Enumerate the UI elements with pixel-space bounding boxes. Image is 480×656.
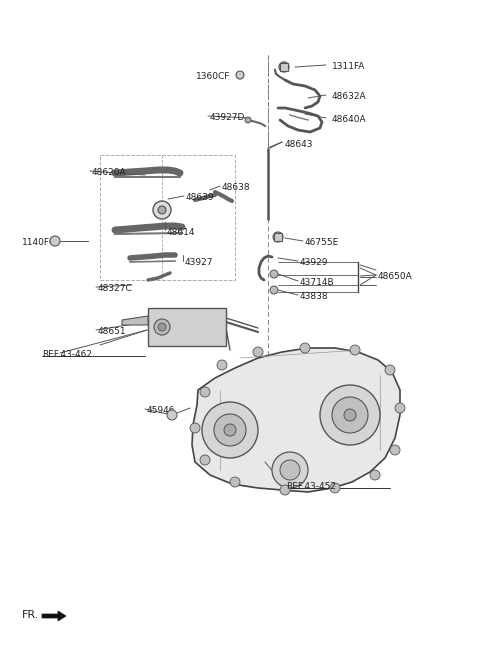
Text: FR.: FR.: [22, 610, 39, 620]
Text: 48620A: 48620A: [92, 168, 127, 177]
Circle shape: [320, 385, 380, 445]
Text: 43929: 43929: [300, 258, 328, 267]
Circle shape: [153, 201, 171, 219]
Circle shape: [273, 232, 283, 242]
Bar: [280, 63, 288, 71]
Circle shape: [330, 483, 340, 493]
Circle shape: [224, 424, 236, 436]
FancyBboxPatch shape: [148, 308, 226, 346]
Text: 48614: 48614: [167, 228, 195, 237]
Text: REF.43-452: REF.43-452: [286, 482, 336, 491]
Circle shape: [253, 347, 263, 357]
Circle shape: [390, 445, 400, 455]
Polygon shape: [122, 316, 148, 325]
Circle shape: [190, 423, 200, 433]
Text: 1360CF: 1360CF: [196, 72, 230, 81]
Circle shape: [279, 62, 289, 72]
Text: 48651: 48651: [98, 327, 127, 336]
Circle shape: [158, 323, 166, 331]
Text: REF.43-462: REF.43-462: [42, 350, 92, 359]
Circle shape: [385, 365, 395, 375]
Circle shape: [50, 236, 60, 246]
Circle shape: [154, 319, 170, 335]
Circle shape: [280, 485, 290, 495]
Text: 43714B: 43714B: [300, 278, 335, 287]
Text: 48638: 48638: [222, 183, 251, 192]
Circle shape: [158, 206, 166, 214]
Circle shape: [370, 470, 380, 480]
Text: 1311FA: 1311FA: [332, 62, 365, 71]
Polygon shape: [192, 348, 400, 492]
Text: 43927: 43927: [185, 258, 214, 267]
Circle shape: [350, 345, 360, 355]
Circle shape: [270, 286, 278, 294]
Text: 48643: 48643: [285, 140, 313, 149]
Circle shape: [230, 477, 240, 487]
Text: 48639: 48639: [186, 193, 215, 202]
Circle shape: [214, 414, 246, 446]
Circle shape: [272, 452, 308, 488]
Circle shape: [332, 397, 368, 433]
Circle shape: [395, 403, 405, 413]
Polygon shape: [42, 611, 66, 621]
Text: 46755E: 46755E: [305, 238, 339, 247]
Text: 43838: 43838: [300, 292, 329, 301]
Circle shape: [217, 360, 227, 370]
Text: 48650A: 48650A: [378, 272, 413, 281]
Circle shape: [200, 455, 210, 465]
Circle shape: [270, 270, 278, 278]
Circle shape: [167, 410, 177, 420]
Circle shape: [245, 117, 251, 123]
Text: 43927D: 43927D: [210, 113, 245, 122]
Text: 1140FC: 1140FC: [22, 238, 56, 247]
Circle shape: [202, 402, 258, 458]
Text: 48327C: 48327C: [98, 284, 133, 293]
Circle shape: [200, 387, 210, 397]
Text: 45946: 45946: [147, 406, 176, 415]
Text: 48640A: 48640A: [332, 115, 367, 124]
Circle shape: [236, 71, 244, 79]
Text: 48632A: 48632A: [332, 92, 367, 101]
Circle shape: [280, 460, 300, 480]
Circle shape: [344, 409, 356, 421]
Bar: [274, 233, 282, 241]
Circle shape: [300, 343, 310, 353]
